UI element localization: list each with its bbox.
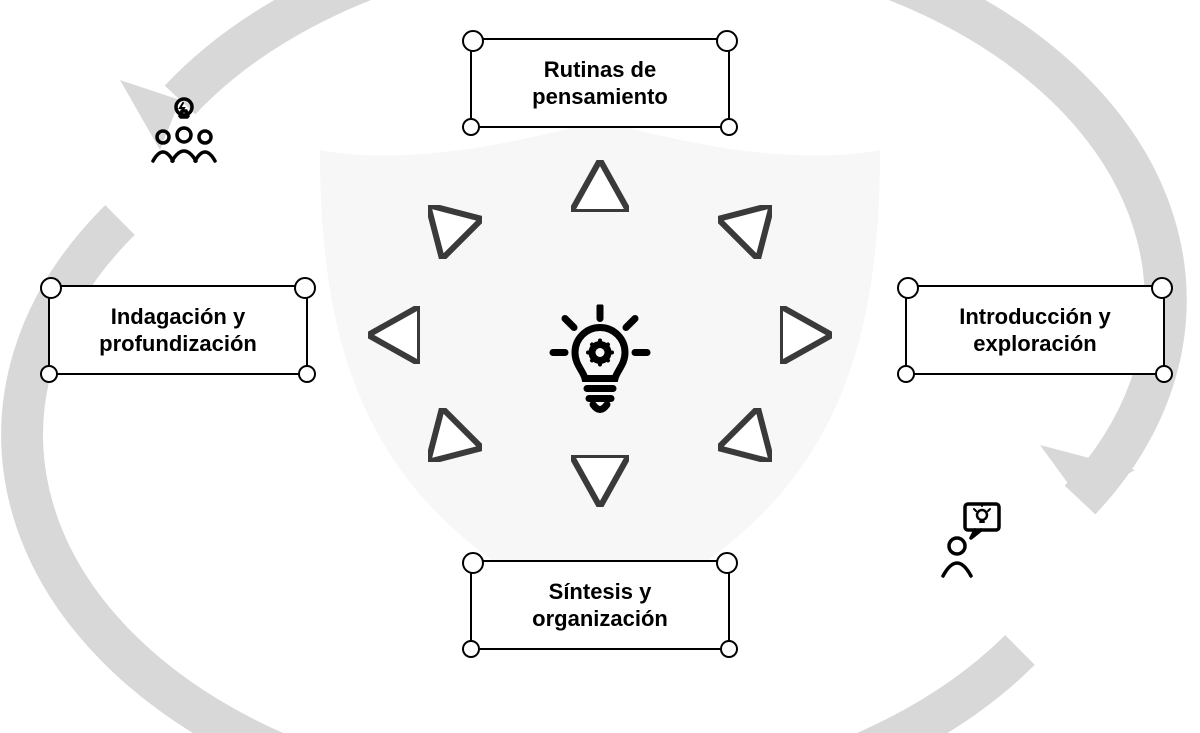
- node-top-label: Rutinas de pensamiento: [494, 56, 706, 111]
- person-speech-lightbulb-icon: [935, 500, 1005, 583]
- node-left: Indagación y profundización: [48, 285, 308, 375]
- group-lightbulb-icon: [145, 95, 223, 170]
- node-bottom-label: Síntesis y organización: [494, 578, 706, 633]
- node-top: Rutinas de pensamiento: [470, 38, 730, 128]
- diagram-canvas: Rutinas de pensamiento Introducción y ex…: [0, 0, 1200, 733]
- node-right: Introducción y exploración: [905, 285, 1165, 375]
- node-right-label: Introducción y exploración: [929, 303, 1141, 358]
- lightbulb-gear-icon: [545, 304, 655, 429]
- node-left-label: Indagación y profundización: [72, 303, 284, 358]
- node-bottom: Síntesis y organización: [470, 560, 730, 650]
